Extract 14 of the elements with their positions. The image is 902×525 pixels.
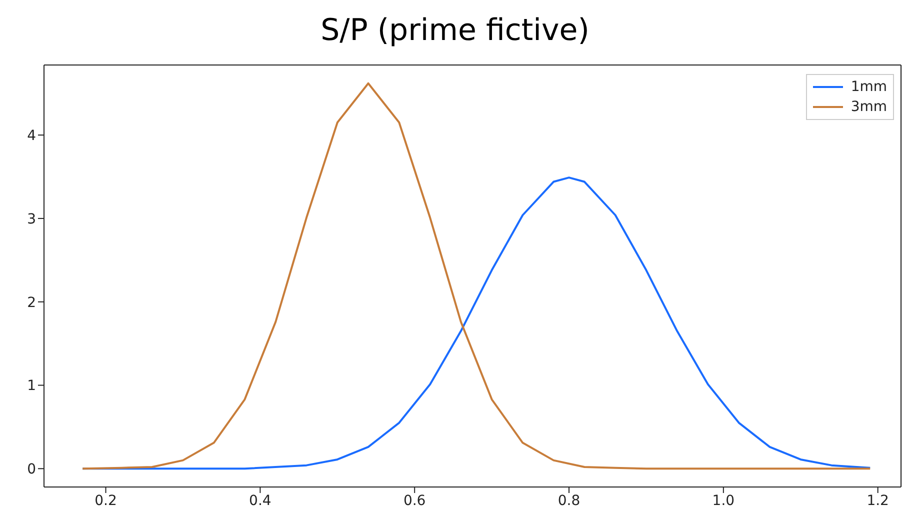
x-tick-label: 0.8 [558,492,580,509]
x-tick-label: 0.6 [403,492,426,509]
y-tick-label: 0 [27,462,36,478]
y-tick-label: 1 [27,378,36,394]
y-tick-label: 4 [27,128,36,144]
x-tick-label: 1.0 [712,492,735,509]
y-tick-label: 3 [27,211,36,228]
x-tick-label: 0.4 [249,492,272,509]
x-tick-label: 1.2 [866,492,889,509]
legend-label: 1mm [850,78,887,97]
chart-title: S/P (prime fictive) [320,12,590,50]
legend-label: 3mm [850,98,887,117]
y-tick-label: 2 [27,294,36,311]
x-tick-label: 0.2 [94,492,117,509]
